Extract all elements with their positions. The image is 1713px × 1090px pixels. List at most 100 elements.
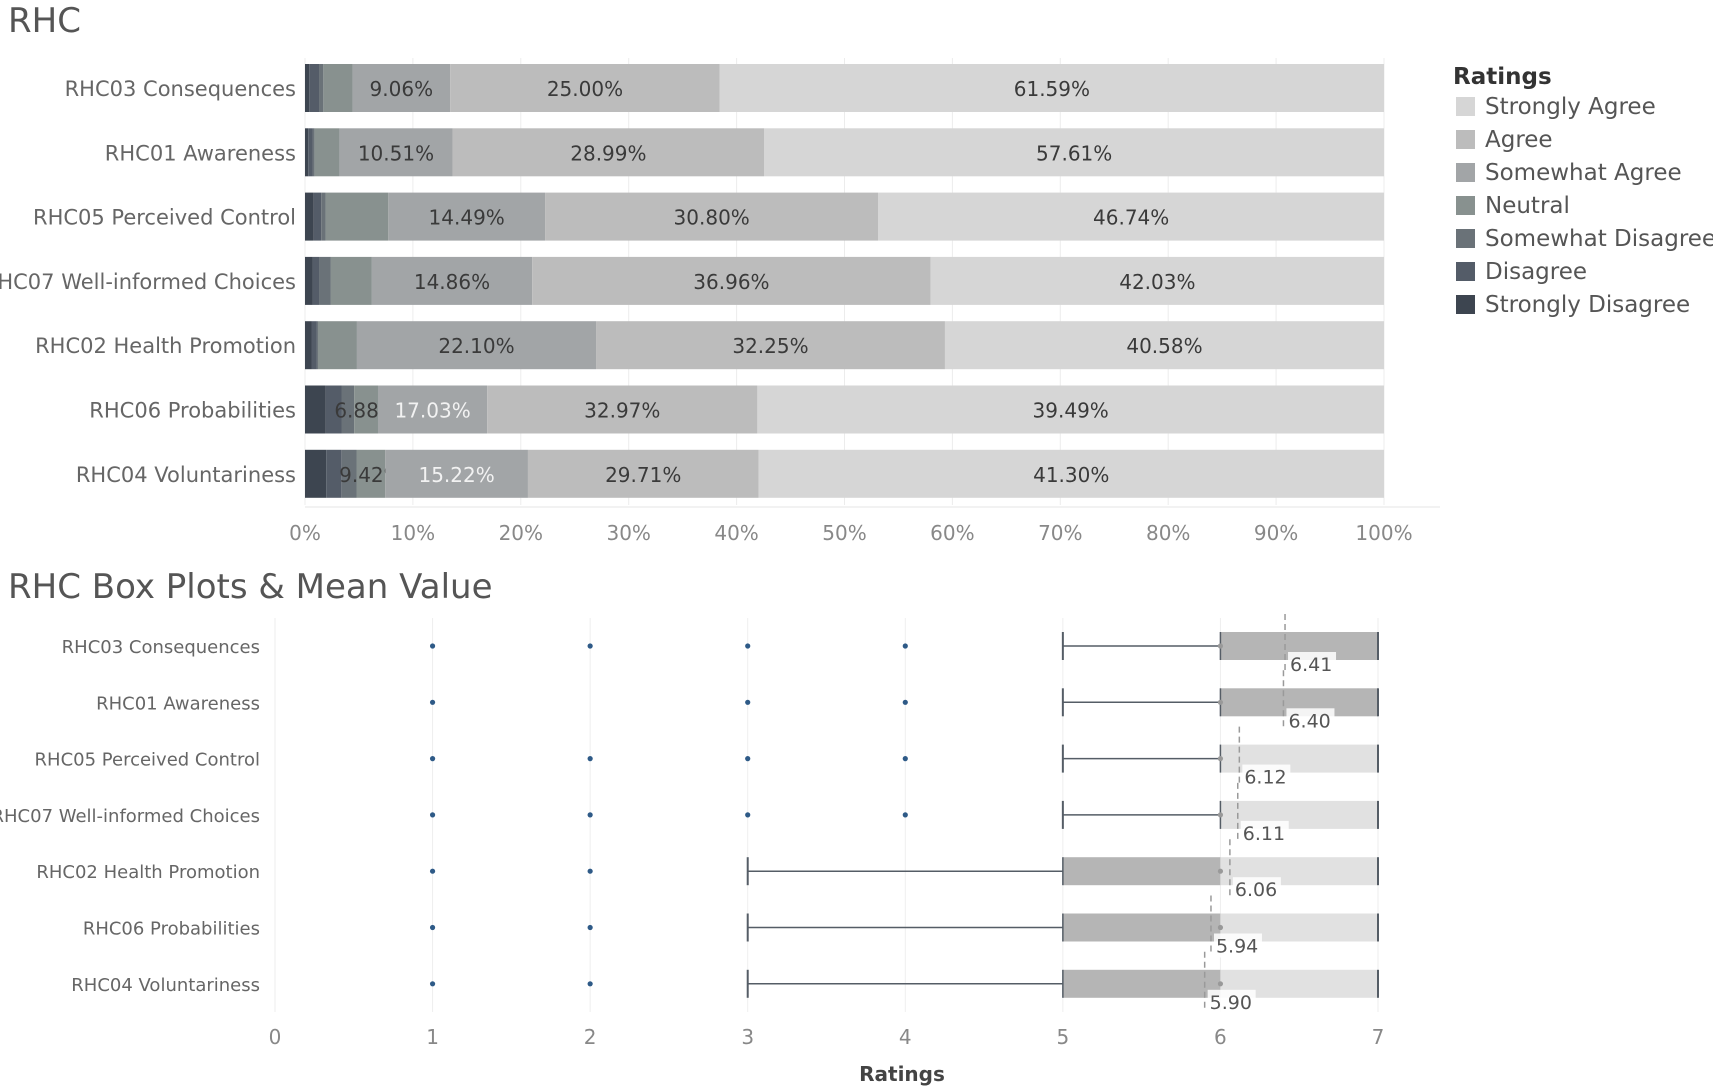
mean-label-bg (1288, 652, 1337, 676)
data-label: 46.74% (1093, 206, 1169, 230)
outlier-point (902, 756, 908, 762)
bar-segment (308, 128, 313, 177)
ratings-legend: Ratings Strongly Agree Agree Somewhat Agre… (1453, 64, 1713, 318)
mean-label: 6.40 (1288, 710, 1330, 732)
bar-segment (309, 64, 320, 112)
bar-segment (330, 256, 372, 305)
outlier-point (587, 981, 593, 987)
category-label: RHC01 Awareness (105, 141, 296, 165)
bar-segment (532, 256, 931, 305)
category-label: RHC04 Voluntariness (71, 975, 260, 996)
bar-segment (356, 321, 597, 370)
outlier-point (745, 699, 751, 705)
x-tick-label: 0 (269, 1025, 282, 1049)
x-tick-label: 20% (499, 521, 543, 545)
data-label: 57.61% (1036, 141, 1112, 165)
box-lower (1062, 969, 1221, 998)
legend-label: Agree (1485, 127, 1553, 153)
mean-label-bg (1207, 989, 1256, 1014)
data-label: 32.97% (584, 399, 660, 423)
data-label: 14.49% (429, 206, 505, 230)
bar-segment (930, 256, 1384, 305)
outlier-point (745, 812, 751, 818)
mean-label: 6.12 (1244, 767, 1286, 789)
bar-segment (878, 192, 1384, 241)
x-tick-label: 10% (391, 521, 435, 545)
median-point (1217, 756, 1224, 762)
x-tick-label: 5 (1056, 1025, 1069, 1049)
stacked-bar-plot-area: 9.06% 25.00% 61.59% 10.51% 28.99% 57.61% 14.49… (305, 64, 1384, 498)
mean-label: 6.41 (1290, 654, 1332, 676)
bar-segment (757, 385, 1384, 434)
stacked-bar-category-labels: RHC03 Consequences RHC01 Awareness RHC05 P… (0, 77, 296, 487)
legend-swatch (1456, 262, 1475, 281)
median-point (1217, 643, 1224, 649)
bar-segment (305, 256, 313, 305)
bar-segment (326, 449, 342, 498)
x-tick-label: 30% (606, 521, 650, 545)
legend-swatch (1456, 295, 1475, 314)
category-label: RHC03 Consequences (65, 77, 296, 101)
outlier-point (429, 868, 436, 874)
x-tick-label: 7 (1372, 1025, 1385, 1049)
legend-items: Strongly Agree Agree Somewhat Agree Neutral… (1456, 94, 1713, 318)
bar-segment (341, 385, 355, 434)
box-plot-chart: RHC Box Plots & Mean Value 6.416.406.126… (0, 567, 1384, 1086)
category-label: RHC06 Probabilities (83, 919, 260, 940)
stacked-bar-chart: RHC 9.06% 25.00% 61.59% 10.51% 28.99% 57.61% 1… (0, 1, 1713, 545)
bar-segment (323, 64, 353, 112)
category-label: RHC01 Awareness (96, 693, 260, 714)
x-tick-label: 40% (714, 521, 758, 545)
bar-segment (305, 64, 310, 112)
bar-segment (305, 385, 326, 434)
legend-title: Ratings (1453, 64, 1552, 90)
category-label: RHC07 Well-informed Choices (0, 270, 296, 294)
mean-label-bg (1240, 820, 1289, 845)
data-label: 30.80% (674, 206, 750, 230)
bar-segment (545, 192, 879, 241)
category-label: RHC04 Voluntariness (76, 463, 296, 487)
median-point (1217, 981, 1224, 987)
bar-segment (764, 128, 1384, 177)
bar-segment (321, 192, 326, 241)
x-tick-label: 50% (822, 521, 866, 545)
data-label: 17.03% (394, 399, 470, 423)
median-point (1217, 868, 1224, 874)
outlier-point (745, 643, 751, 649)
bar-segment (487, 385, 758, 434)
legend-swatch (1456, 229, 1475, 248)
bar-segment (305, 321, 312, 370)
outlier-point (429, 699, 436, 705)
bar-segment (325, 385, 342, 434)
bar-segment (452, 128, 765, 177)
legend-label: Somewhat Disagree (1485, 226, 1713, 252)
mean-label-bg (1242, 764, 1291, 789)
outlier-point (902, 812, 908, 818)
bar-segment (356, 449, 386, 498)
legend-label: Somewhat Agree (1485, 160, 1682, 186)
x-tick-label: 4 (899, 1025, 912, 1049)
x-tick-label: 60% (930, 521, 974, 545)
legend-swatch (1456, 130, 1475, 149)
data-label: 36.96% (693, 270, 769, 294)
bar-segment (596, 321, 945, 370)
mean-label-bg (1232, 877, 1281, 902)
box-lower (1062, 913, 1221, 942)
x-tick-label: 70% (1038, 521, 1082, 545)
bar-segment (371, 256, 533, 305)
mean-label: 5.94 (1216, 936, 1258, 958)
legend-swatch (1456, 196, 1475, 215)
bar-segment (385, 449, 528, 498)
data-label: 10.51% (358, 141, 434, 165)
x-tick-label: 2 (584, 1025, 597, 1049)
category-label: RHC07 Well-informed Choices (0, 806, 260, 827)
bar-segment (314, 128, 340, 177)
bar-segment (316, 321, 318, 370)
x-tick-label: 100% (1355, 521, 1412, 545)
median-point (1217, 812, 1224, 818)
bar-segment (325, 192, 389, 241)
bar-segment (319, 256, 331, 305)
category-label: RHC06 Probabilities (89, 399, 296, 423)
legend-swatch (1456, 163, 1475, 182)
data-label: 29.71% (605, 463, 681, 487)
